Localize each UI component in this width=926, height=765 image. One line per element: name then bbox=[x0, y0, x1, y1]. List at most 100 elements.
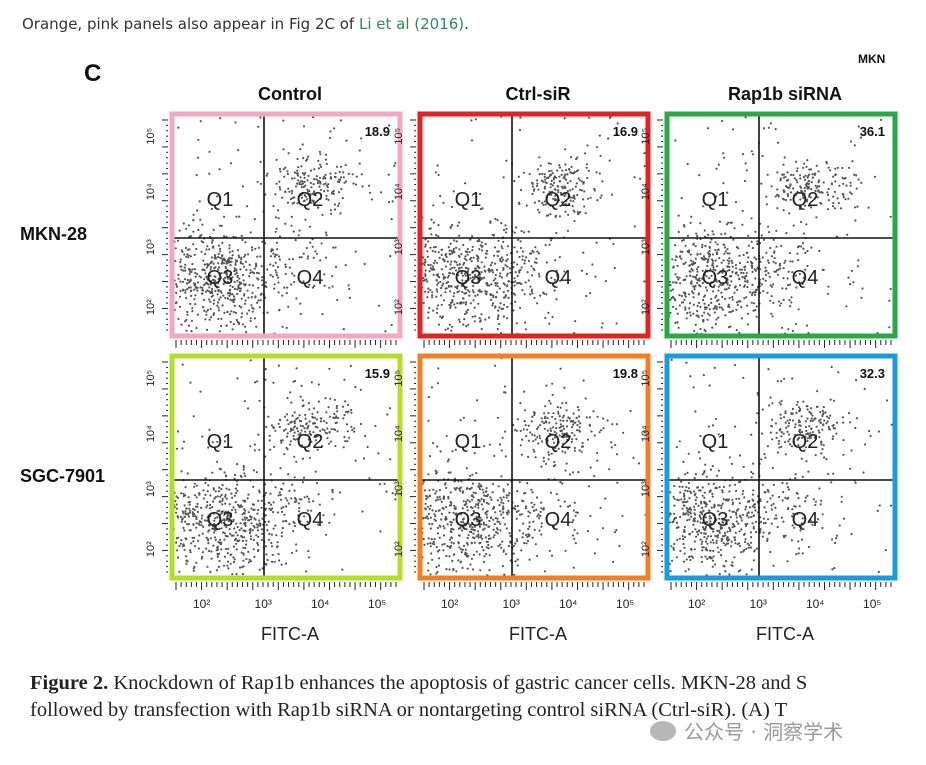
scatter-point bbox=[499, 272, 502, 275]
scatter-point bbox=[308, 420, 311, 423]
column-title-control: Control bbox=[258, 84, 322, 104]
scatter-point bbox=[690, 548, 693, 552]
y-tick-label: 10² bbox=[145, 541, 157, 557]
scatter-point bbox=[533, 413, 536, 417]
scatter-point bbox=[259, 116, 262, 119]
scatter-point bbox=[195, 496, 198, 499]
scatter-point bbox=[228, 294, 231, 297]
scatter-point bbox=[704, 505, 707, 508]
scatter-point bbox=[453, 303, 456, 306]
scatter-point bbox=[186, 310, 189, 314]
scatter-point bbox=[568, 196, 571, 199]
scatter-point bbox=[341, 568, 344, 571]
scatter-point bbox=[433, 518, 436, 521]
scatter-point bbox=[830, 183, 834, 186]
scatter-point bbox=[496, 250, 499, 253]
scatter-point bbox=[226, 552, 229, 555]
scatter-point bbox=[431, 265, 434, 268]
scatter-point bbox=[746, 251, 749, 254]
scatter-point bbox=[342, 171, 345, 174]
scatter-point bbox=[477, 502, 480, 505]
scatter-point bbox=[473, 541, 476, 544]
x-axis bbox=[423, 340, 645, 348]
scatter-point bbox=[712, 233, 715, 236]
scatter-point bbox=[711, 523, 714, 526]
scatter-point bbox=[428, 495, 431, 498]
scatter-point bbox=[733, 538, 737, 542]
scatter-point bbox=[278, 425, 281, 429]
scatter-point bbox=[437, 323, 440, 326]
citation-link[interactable]: Li et al (2016) bbox=[358, 15, 465, 33]
scatter-point bbox=[232, 300, 235, 304]
scatter-point bbox=[715, 299, 719, 303]
scatter-point bbox=[867, 206, 870, 209]
scatter-point bbox=[696, 253, 699, 256]
scatter-point bbox=[718, 531, 721, 534]
scatter-point bbox=[705, 537, 708, 540]
scatter-point bbox=[181, 517, 184, 520]
scatter-point bbox=[499, 529, 502, 532]
scatter-point bbox=[461, 566, 464, 570]
scatter-point bbox=[195, 516, 198, 519]
scatter-point bbox=[494, 517, 497, 520]
scatter-point bbox=[810, 206, 813, 209]
scatter-point bbox=[515, 322, 518, 325]
scatter-point bbox=[499, 302, 502, 305]
scatter-point bbox=[201, 532, 204, 535]
scatter-point bbox=[234, 311, 238, 314]
scatter-point bbox=[394, 498, 397, 501]
scatter-point bbox=[242, 273, 245, 277]
scatter-point bbox=[469, 524, 472, 527]
scatter-point bbox=[705, 275, 708, 278]
scatter-point bbox=[689, 274, 692, 278]
scatter-point bbox=[726, 536, 729, 539]
scatter-point bbox=[216, 495, 219, 498]
scatter-point bbox=[577, 409, 580, 412]
scatter-point bbox=[473, 452, 476, 455]
scatter-point bbox=[260, 499, 263, 502]
scatter-point bbox=[440, 253, 443, 256]
scatter-point bbox=[297, 514, 300, 517]
scatter-point bbox=[842, 439, 845, 442]
scatter-point bbox=[524, 424, 527, 427]
scatter-point bbox=[787, 328, 790, 331]
scatter-point bbox=[494, 217, 497, 221]
scatter-point bbox=[226, 297, 230, 300]
scatter-point bbox=[574, 320, 577, 323]
scatter-point bbox=[731, 295, 734, 299]
scatter-point bbox=[428, 227, 431, 230]
scatter-point bbox=[278, 180, 281, 183]
scatter-point bbox=[218, 486, 221, 489]
scatter-point bbox=[681, 507, 684, 510]
scatter-point bbox=[713, 285, 716, 288]
scatter-point bbox=[228, 503, 231, 506]
scatter-point bbox=[206, 308, 209, 312]
scatter-point bbox=[333, 127, 336, 130]
scatter-point bbox=[784, 421, 787, 424]
scatter-point bbox=[542, 191, 545, 194]
scatter-point bbox=[855, 187, 858, 190]
scatter-point bbox=[434, 515, 437, 518]
intro-paragraph: Orange, pink panels also appear in Fig 2… bbox=[22, 12, 469, 36]
scatter-point bbox=[745, 547, 748, 550]
scatter-point bbox=[730, 310, 733, 313]
scatter-point bbox=[226, 564, 229, 567]
scatter-point bbox=[422, 256, 425, 259]
scatter-point bbox=[467, 323, 470, 326]
scatter-point bbox=[601, 180, 604, 183]
scatter-point bbox=[292, 529, 295, 533]
scatter-point bbox=[585, 416, 588, 419]
scatter-point bbox=[323, 420, 326, 423]
scatter-point bbox=[735, 271, 738, 274]
scatter-point bbox=[502, 176, 505, 179]
y-tick-label: 10³ bbox=[145, 481, 157, 497]
scatter-point bbox=[743, 548, 746, 552]
scatter-point bbox=[180, 323, 183, 326]
scatter-point bbox=[794, 433, 797, 436]
scatter-point bbox=[715, 294, 718, 297]
scatter-point bbox=[767, 261, 771, 264]
scatter-point bbox=[478, 486, 481, 489]
y-tick-label: 10⁴ bbox=[393, 425, 405, 442]
scatter-point bbox=[682, 530, 686, 533]
scatter-point bbox=[718, 303, 721, 306]
